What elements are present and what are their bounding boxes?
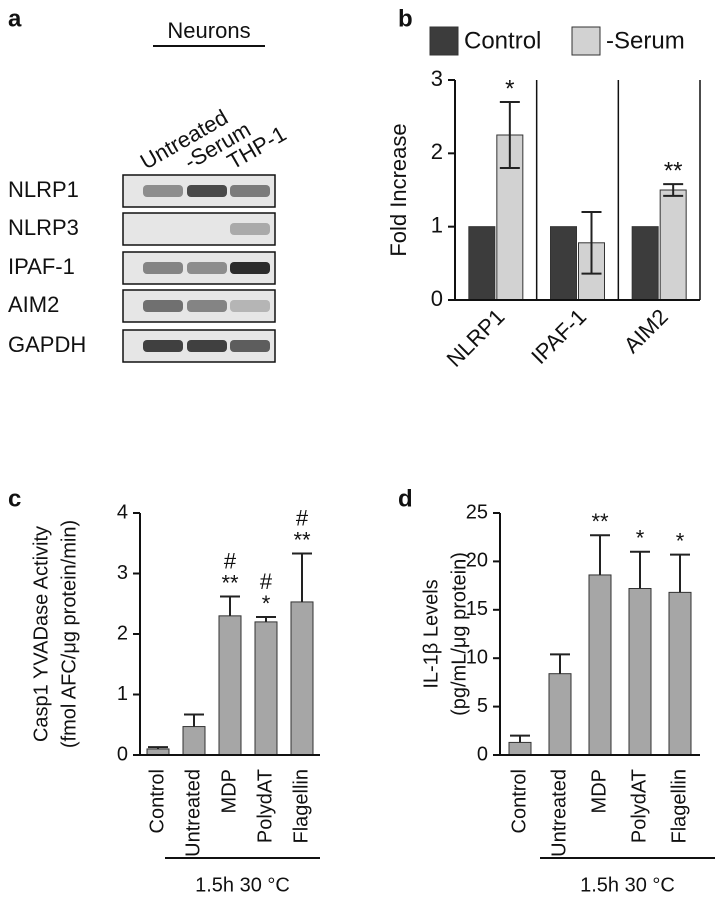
bar [290, 601, 314, 756]
annotation: * [636, 526, 645, 551]
row-label: NLRP1 [8, 177, 79, 202]
bar [508, 741, 532, 756]
x-tick-label: PolydAT [254, 769, 276, 843]
gel-band [230, 185, 270, 197]
gel-strip [122, 212, 276, 246]
gel-band [143, 262, 183, 274]
annotation: * [505, 75, 514, 102]
gel-band [187, 340, 227, 352]
gel-band [230, 340, 270, 352]
y-tick-label: 1 [117, 683, 128, 705]
annotation: ** [591, 509, 609, 534]
gel-band [143, 300, 183, 312]
x-tick-label: PolydAT [628, 769, 650, 843]
x-tick-label: Flagellin [290, 769, 312, 843]
gel-band [143, 185, 183, 197]
gel-band [187, 300, 227, 312]
row-label: GAPDH [8, 332, 86, 357]
x-tick-label: AIM2 [619, 304, 673, 358]
annotation: ** [221, 570, 239, 595]
y-tick-label: 20 [466, 550, 488, 572]
bar [628, 588, 652, 756]
panel-label: d [398, 485, 413, 512]
group-label: 1.5h 30 °C [580, 874, 675, 896]
y-tick-label: 4 [117, 501, 128, 523]
y-tick-label: 5 [477, 695, 488, 717]
legend-label: Control [464, 27, 541, 54]
bar [468, 226, 496, 301]
x-tick-label: NLRP1 [442, 304, 510, 372]
y-axis-label: (pg/mL/μg protein) [448, 552, 470, 716]
annotation: # [260, 569, 273, 594]
x-tick-label: Flagellin [668, 769, 690, 843]
y-tick-label: 3 [117, 562, 128, 584]
row-label: AIM2 [8, 292, 59, 317]
annotation: # [224, 548, 237, 573]
y-tick-label: 1 [431, 212, 443, 237]
panel-label: a [8, 5, 22, 32]
gel-band [187, 262, 227, 274]
row-label: NLRP3 [8, 215, 79, 240]
y-tick-label: 2 [431, 139, 443, 164]
annotation: * [262, 591, 271, 616]
panel-label: b [398, 5, 413, 32]
y-tick-label: 25 [466, 501, 488, 523]
legend-label: -Serum [606, 27, 685, 54]
bar [588, 574, 612, 756]
y-axis-label: Casp1 YVADase Activity [30, 526, 52, 742]
x-tick-label: MDP [218, 769, 240, 813]
y-tick-label: 2 [117, 622, 128, 644]
y-axis-label: (fmol AFC/μg protein/min) [58, 520, 80, 748]
bar [548, 673, 572, 756]
bar [659, 189, 687, 301]
bar [182, 726, 206, 756]
y-tick-label: 10 [466, 646, 488, 668]
gel-band [230, 262, 270, 274]
y-tick-label: 0 [431, 286, 443, 311]
gel-band [187, 185, 227, 197]
legend-swatch [429, 26, 459, 56]
x-tick-label: Untreated [182, 769, 204, 857]
bar [668, 591, 692, 756]
y-axis-label: IL-1β Levels [420, 579, 442, 688]
group-label: 1.5h 30 °C [195, 874, 290, 896]
x-tick-label: IPAF-1 [526, 304, 591, 369]
bar [631, 226, 659, 301]
x-tick-label: MDP [588, 769, 610, 813]
bar [218, 615, 242, 756]
y-tick-label: 3 [431, 66, 443, 91]
y-tick-label: 0 [477, 743, 488, 765]
y-tick-label: 15 [466, 598, 488, 620]
x-tick-label: Control [508, 769, 530, 833]
gel-header: Neurons [167, 18, 250, 43]
annotation: ** [664, 157, 683, 184]
row-label: IPAF-1 [8, 254, 75, 279]
legend-swatch [571, 26, 601, 56]
y-axis-label: Fold Increase [386, 123, 411, 256]
annotation: # [296, 505, 309, 530]
bar [254, 621, 278, 756]
bar [550, 226, 577, 301]
annotation: * [676, 528, 685, 553]
gel-band [143, 340, 183, 352]
panel-label: c [8, 485, 21, 512]
gel-band [230, 223, 270, 235]
annotation: ** [293, 527, 311, 552]
x-tick-label: Untreated [548, 769, 570, 857]
gel-band [230, 300, 270, 312]
y-tick-label: 0 [117, 743, 128, 765]
x-tick-label: Control [146, 769, 168, 833]
